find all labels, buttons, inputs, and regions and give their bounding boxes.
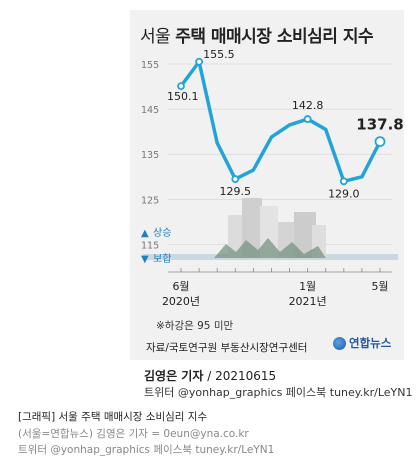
data-point: [374, 136, 386, 148]
legend-up-icon: ▲: [141, 228, 149, 239]
source-text: 자료/국토연구원 부동산시장연구센터: [146, 342, 308, 354]
title-main: 주택 매매시장 소비심리 지수: [175, 27, 374, 47]
x-tick-year: 2020년: [162, 295, 200, 308]
series-line: [179, 60, 382, 184]
title-prefix: 서울: [140, 27, 171, 47]
y-tick-label: 145: [141, 105, 159, 116]
data-label: 155.5: [203, 48, 235, 61]
data-point: [339, 177, 348, 186]
data-point: [231, 175, 240, 183]
data-point: [177, 82, 185, 91]
y-tick-label: 155: [141, 60, 159, 71]
legend-down-icon: ▼: [141, 254, 149, 265]
caption-social: 트위터 @yonhap_graphics 페이스북 tuney.kr/LeYN1: [18, 444, 275, 456]
note: ※하강은 95 미만: [156, 320, 234, 332]
legend-down-label: 보합: [153, 253, 171, 265]
caption-title: [그래픽] 서울 주택 매매시장 소비심리 지수: [18, 411, 208, 423]
data-label: 137.8: [356, 116, 403, 134]
social-line: 트위터 @yonhap_graphics 페이스북 tuney.kr/LeYN1: [144, 386, 413, 399]
data-label: 129.0: [328, 187, 360, 200]
x-tick-year: 2021년: [289, 295, 327, 308]
credit-line: 김영은 기자 / 20210615: [144, 369, 277, 383]
trees-illustration: [214, 238, 326, 258]
yonhap-logo-icon: [333, 336, 346, 350]
x-tick-label: 1월: [299, 280, 316, 293]
y-tick-label: 125: [141, 195, 159, 206]
building-illustration: [294, 212, 316, 258]
y-tick-label: 135: [141, 150, 159, 161]
y-tick-label: 115: [141, 240, 159, 251]
x-tick-label: 5월: [371, 280, 388, 293]
legend-up-label: 상승: [153, 227, 171, 239]
data-point: [195, 57, 203, 66]
yonhap-logo: 연합뉴스: [333, 335, 391, 351]
x-tick-label: 6월: [172, 280, 189, 293]
chart-card: [130, 10, 404, 360]
credit-date: 20210615: [215, 369, 277, 383]
data-point: [303, 115, 312, 123]
logo-text: 연합뉴스: [349, 336, 392, 350]
data-label: 150.1: [167, 90, 199, 103]
data-label: 142.8: [292, 99, 324, 112]
chart-title: 서울 주택 매매시장 소비심리 지수: [140, 22, 400, 47]
data-label: 129.5: [220, 185, 252, 198]
caption-byline: (서울=연합뉴스) 김영은 기자 = 0eun@yna.co.kr: [18, 428, 249, 440]
credit-name: 김영은 기자: [144, 369, 204, 383]
